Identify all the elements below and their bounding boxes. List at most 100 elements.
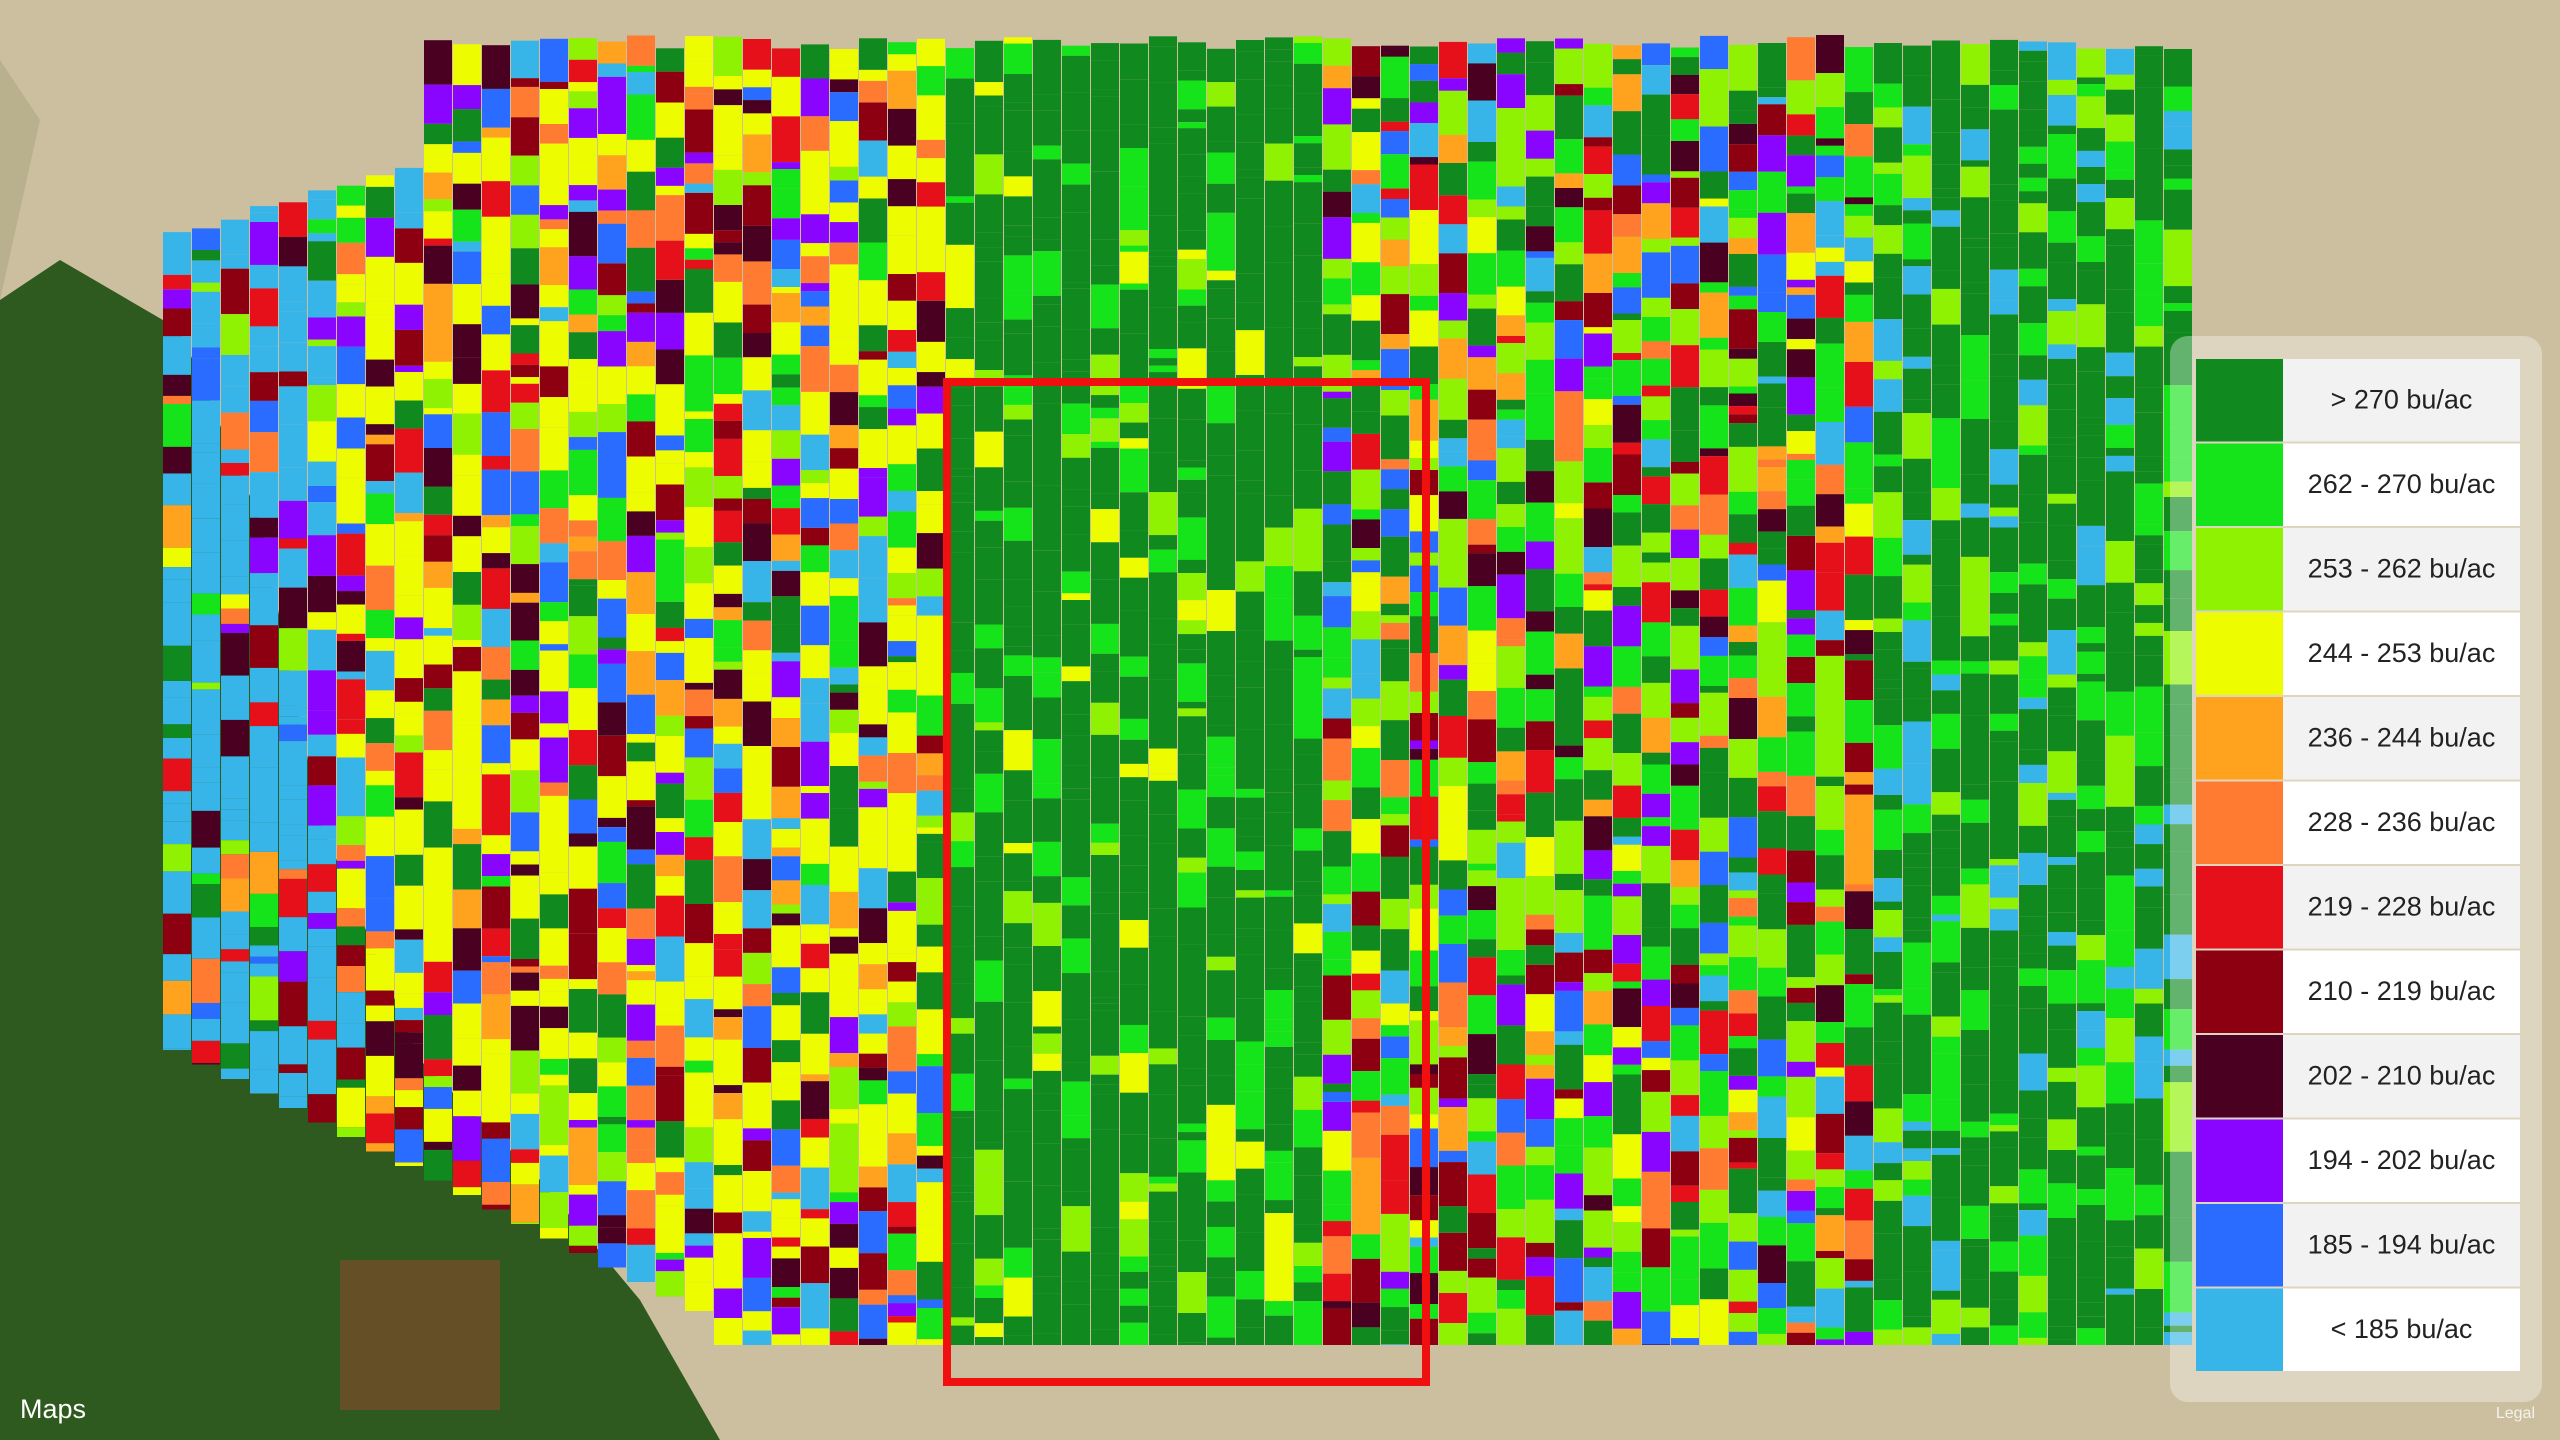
yield-strip <box>279 311 307 343</box>
yield-strip <box>482 515 510 528</box>
yield-strip <box>250 800 278 823</box>
yield-strip <box>1062 403 1090 434</box>
yield-strip <box>1410 157 1438 165</box>
yield-strip <box>685 1162 713 1189</box>
yield-strip <box>888 385 916 409</box>
yield-strip <box>1816 73 1844 107</box>
yield-strip <box>1468 506 1496 520</box>
yield-strip <box>1642 467 1670 477</box>
yield-strip <box>511 185 539 215</box>
yield-strip <box>1207 1040 1235 1076</box>
yield-strip <box>1323 800 1351 832</box>
yield-strip <box>975 856 1003 882</box>
yield-strip <box>1787 1179 1815 1191</box>
yield-strip <box>453 209 481 242</box>
legal-link[interactable]: Legal <box>2496 1405 2535 1422</box>
yield-strip <box>1903 602 1931 621</box>
yield-strip <box>1033 550 1061 564</box>
yield-strip <box>801 545 829 573</box>
yield-strip <box>946 244 974 282</box>
yield-strip <box>1236 797 1264 819</box>
yield-strip <box>743 1140 771 1171</box>
yield-strip <box>714 420 742 439</box>
yield-strip <box>627 171 655 211</box>
yield-strip <box>1497 734 1525 752</box>
legend-label-cell <box>2283 359 2520 442</box>
yield-strip <box>1932 226 1960 255</box>
yield-strip <box>366 948 394 955</box>
yield-strip <box>482 962 510 987</box>
yield-strip <box>859 1253 887 1290</box>
yield-strip <box>1787 987 1815 1003</box>
yield-strip <box>1787 618 1815 635</box>
yield-strip <box>1961 1055 1989 1067</box>
yield-strip <box>1207 280 1235 289</box>
yield-strip <box>2135 655 2163 667</box>
yield-strip <box>1410 295 1438 311</box>
yield-strip <box>1787 1150 1815 1180</box>
yield-strip <box>1062 329 1090 360</box>
yield-strip <box>1468 100 1496 142</box>
yield-strip <box>1352 132 1380 171</box>
yield-strip <box>1149 36 1177 47</box>
yield-strip <box>2077 1241 2105 1278</box>
yield-strip <box>1265 262 1293 271</box>
yield-strip <box>1091 43 1119 61</box>
yield-strip <box>2135 1327 2163 1345</box>
yield-strip <box>540 1074 568 1086</box>
yield-strip <box>2019 1275 2047 1313</box>
yield-strip <box>627 303 655 313</box>
yield-strip <box>1932 132 1960 165</box>
yield-strip <box>772 560 800 571</box>
yield-strip <box>772 697 800 718</box>
yield-strip <box>2019 130 2047 147</box>
yield-strip <box>1236 51 1264 80</box>
yield-strip <box>714 1093 742 1120</box>
yield-strip <box>859 536 887 578</box>
yield-strip <box>1845 503 1873 537</box>
yield-strip <box>482 216 510 242</box>
yield-strip <box>1033 67 1061 95</box>
yield-strip <box>2164 643 2192 685</box>
yield-strip <box>743 819 771 859</box>
yield-strip <box>1236 1091 1264 1130</box>
yield-strip <box>1758 212 1786 255</box>
yield-strip <box>772 387 800 406</box>
yield-strip <box>1294 649 1322 658</box>
yield-strip <box>1178 1035 1206 1069</box>
yield-strip <box>279 869 307 879</box>
yield-strip <box>2019 642 2047 657</box>
yield-strip <box>1207 696 1235 726</box>
yield-strip <box>1236 890 1264 898</box>
yield-strip <box>1990 85 2018 110</box>
yield-strip <box>1091 328 1119 355</box>
yield-strip <box>1120 448 1148 493</box>
yield-strip <box>2048 751 2076 793</box>
yield-strip <box>917 878 945 900</box>
yield-strip <box>308 864 336 892</box>
yield-strip <box>1410 164 1438 210</box>
yield-strip <box>1236 1232 1264 1271</box>
yield-strip <box>540 124 568 144</box>
yield-strip <box>453 702 481 726</box>
yield-strip <box>2106 89 2134 115</box>
highlight-box <box>943 378 1430 1386</box>
yield-strip <box>598 155 626 190</box>
yield-strip <box>1091 971 1119 998</box>
yield-strip <box>2106 312 2134 326</box>
yield-strip <box>192 847 220 874</box>
yield-strip <box>1439 293 1467 321</box>
yield-strip <box>279 1064 307 1073</box>
yield-strip <box>453 284 481 325</box>
yield-strip <box>1787 683 1815 717</box>
yield-strip <box>772 508 800 535</box>
yield-strips <box>163 35 2192 1345</box>
yield-strip <box>801 968 829 993</box>
yield-strip <box>627 694 655 735</box>
yield-strip <box>2135 294 2163 327</box>
yield-strip <box>1497 975 1525 985</box>
yield-strip <box>1961 799 1989 823</box>
yield-strip <box>685 1233 713 1246</box>
yield-strip <box>946 387 974 406</box>
